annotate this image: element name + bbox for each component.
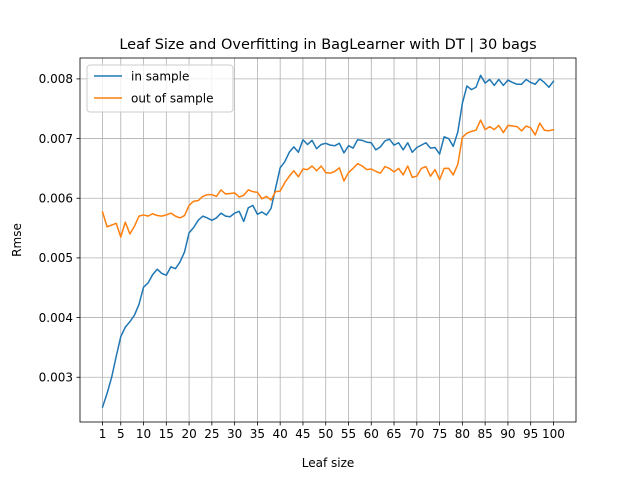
y-tick-label: 0.008 xyxy=(39,72,73,86)
x-tick-label: 60 xyxy=(364,427,379,441)
x-tick-label: 55 xyxy=(341,427,356,441)
plot-area-background xyxy=(80,58,576,422)
y-tick-label: 0.006 xyxy=(39,192,73,206)
x-tick-label: 1 xyxy=(99,427,107,441)
x-tick-label: 20 xyxy=(181,427,196,441)
x-tick-label: 100 xyxy=(542,427,565,441)
series-line-out-of-sample xyxy=(101,119,555,238)
legend-label-out-of-sample: out of sample xyxy=(131,92,213,106)
x-tick-label: 10 xyxy=(136,427,151,441)
x-tick-label: 75 xyxy=(432,427,447,441)
x-tick-label: 90 xyxy=(500,427,515,441)
x-tick-label: 30 xyxy=(227,427,242,441)
plot-area-frame xyxy=(79,57,577,423)
x-tick-label: 50 xyxy=(318,427,333,441)
y-tick-label: 0.005 xyxy=(39,251,73,265)
legend-label-in-sample: in sample xyxy=(131,70,189,84)
chart-title: Leaf Size and Overfitting in BagLearner … xyxy=(119,37,536,53)
x-tick-label: 85 xyxy=(477,427,492,441)
x-tick-label: 35 xyxy=(250,427,265,441)
y-axis-ticks: 0.003 0.004 0.005 0.006 0.007 0.008 xyxy=(39,72,80,385)
y-tick-label: 0.007 xyxy=(39,132,73,146)
x-tick-label: 25 xyxy=(204,427,219,441)
x-axis-ticks: 1 5 10 15 20 25 30 35 40 45 50 55 60 65 70 75 80 85 90 95 10… xyxy=(99,422,565,441)
legend: in sample out of sample xyxy=(86,64,234,113)
x-axis-label: Leaf size xyxy=(302,456,355,470)
x-tick-label: 40 xyxy=(273,427,288,441)
x-tick-label: 70 xyxy=(409,427,424,441)
grid-lines xyxy=(80,58,576,422)
series-line-in-sample xyxy=(101,74,555,409)
x-tick-label: 5 xyxy=(117,427,125,441)
y-tick-label: 0.004 xyxy=(39,311,73,325)
x-tick-label: 65 xyxy=(386,427,401,441)
series-lines xyxy=(101,74,555,409)
y-tick-label: 0.003 xyxy=(39,371,73,385)
y-axis-label: Rmse xyxy=(10,223,24,257)
x-tick-label: 45 xyxy=(295,427,310,441)
legend-box xyxy=(86,64,234,113)
x-tick-label: 95 xyxy=(523,427,538,441)
x-tick-label: 80 xyxy=(455,427,470,441)
x-tick-label: 15 xyxy=(159,427,174,441)
